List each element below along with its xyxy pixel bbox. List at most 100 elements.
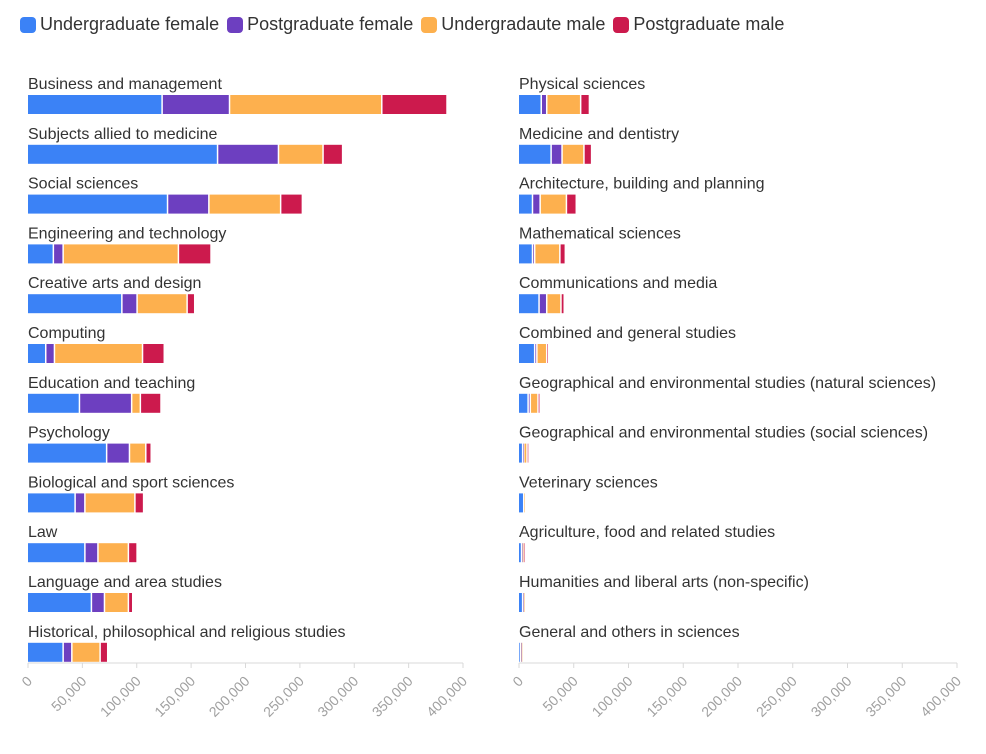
bar-general-and-others-in-sciences-undergraduate-female[interactable] [519,642,520,662]
bar-communications-and-media-postgraduate-female[interactable] [539,294,546,314]
bar-combined-and-general-studies-undergradaute-male[interactable] [537,344,546,363]
bar-geographical-and-environmental-studies-social-sciences-undergraduate-female[interactable] [519,443,522,463]
bar-law-undergraduate-female[interactable] [28,543,85,563]
bar-law-undergradaute-male[interactable] [98,543,128,563]
bar-general-and-others-in-sciences-postgraduate-female[interactable] [521,642,522,662]
bar-psychology-undergraduate-female[interactable] [28,443,106,463]
bar-social-sciences-undergraduate-female[interactable] [28,194,167,214]
bar-geographical-and-environmental-studies-natural-sciences-undergraduate-female[interactable] [519,393,528,413]
bar-mathematical-sciences-undergraduate-female[interactable] [519,244,532,264]
bar-subjects-allied-to-medicine-undergradaute-male[interactable] [279,144,323,164]
x-tick-label-left-2: 100,000 [97,673,144,720]
bar-social-sciences-postgraduate-male[interactable] [281,194,302,214]
bar-social-sciences-undergradaute-male[interactable] [209,194,280,214]
bar-geographical-and-environmental-studies-social-sciences-postgraduate-male[interactable] [527,443,529,463]
bar-communications-and-media-postgraduate-male[interactable] [561,294,564,314]
bar-education-and-teaching-postgraduate-female[interactable] [80,393,131,413]
category-label-mathematical-sciences: Mathematical sciences [519,225,681,242]
bar-biological-and-sport-sciences-postgraduate-male[interactable] [135,493,143,513]
bar-computing-postgraduate-female[interactable] [46,344,54,363]
bar-general-and-others-in-sciences-undergradaute-male[interactable] [521,642,523,662]
bar-communications-and-media-undergradaute-male[interactable] [547,294,561,314]
bar-historical-philosophical-and-religious-studies-postgraduate-male[interactable] [100,642,107,662]
bar-creative-arts-and-design-undergraduate-female[interactable] [28,294,122,314]
bar-engineering-and-technology-undergraduate-female[interactable] [28,244,53,264]
bar-medicine-and-dentistry-undergraduate-female[interactable] [519,144,551,164]
bar-language-and-area-studies-undergradaute-male[interactable] [105,593,128,612]
bar-subjects-allied-to-medicine-undergraduate-female[interactable] [28,144,217,164]
bar-education-and-teaching-postgraduate-male[interactable] [141,393,161,413]
bar-creative-arts-and-design-undergradaute-male[interactable] [137,294,187,314]
bar-biological-and-sport-sciences-postgraduate-female[interactable] [75,493,85,513]
bar-medicine-and-dentistry-postgraduate-female[interactable] [551,144,562,164]
bar-humanities-and-liberal-arts-non-specific-undergraduate-female[interactable] [519,593,522,612]
bar-psychology-postgraduate-female[interactable] [107,443,129,463]
category-label-biological-and-sport-sciences: Biological and sport sciences [28,474,234,491]
bar-agriculture-food-and-related-studies-undergraduate-female[interactable] [519,543,521,563]
bar-physical-sciences-postgraduate-male[interactable] [581,95,589,114]
bar-geographical-and-environmental-studies-social-sciences-postgraduate-female[interactable] [523,443,524,463]
bar-architecture-building-and-planning-undergraduate-female[interactable] [519,194,532,214]
bar-mathematical-sciences-postgraduate-male[interactable] [560,244,565,264]
bar-geographical-and-environmental-studies-natural-sciences-postgraduate-male[interactable] [538,393,540,413]
bar-creative-arts-and-design-postgraduate-male[interactable] [187,294,194,314]
bar-creative-arts-and-design-postgraduate-female[interactable] [122,294,137,314]
bar-business-and-management-postgraduate-male[interactable] [382,95,447,114]
bar-business-and-management-undergraduate-female[interactable] [28,95,162,114]
bar-biological-and-sport-sciences-undergraduate-female[interactable] [28,493,75,513]
bar-computing-undergradaute-male[interactable] [55,344,142,363]
bar-subjects-allied-to-medicine-postgraduate-male[interactable] [323,144,342,164]
bar-engineering-and-technology-undergradaute-male[interactable] [63,244,178,264]
bar-agriculture-food-and-related-studies-postgraduate-male[interactable] [523,543,525,563]
bar-combined-and-general-studies-postgraduate-female[interactable] [535,344,537,363]
bar-geographical-and-environmental-studies-social-sciences-undergradaute-male[interactable] [524,443,527,463]
legend-item-undergraduate-male[interactable]: Undergradaute male [421,14,605,35]
bar-computing-postgraduate-male[interactable] [143,344,164,363]
legend-item-undergraduate-female[interactable]: Undergraduate female [20,14,219,35]
legend-item-postgraduate-male[interactable]: Postgraduate male [613,14,784,35]
bar-language-and-area-studies-postgraduate-female[interactable] [92,593,104,612]
bar-humanities-and-liberal-arts-non-specific-postgraduate-female[interactable] [523,593,524,612]
bar-social-sciences-postgraduate-female[interactable] [168,194,209,214]
bar-law-postgraduate-male[interactable] [129,543,137,563]
bar-education-and-teaching-undergradaute-male[interactable] [132,393,140,413]
bar-language-and-area-studies-postgraduate-male[interactable] [129,593,132,612]
bar-business-and-management-postgraduate-female[interactable] [162,95,229,114]
bar-law-postgraduate-female[interactable] [85,543,98,563]
bar-physical-sciences-undergradaute-male[interactable] [547,95,580,114]
bar-medicine-and-dentistry-undergradaute-male[interactable] [562,144,584,164]
bar-historical-philosophical-and-religious-studies-undergraduate-female[interactable] [28,642,63,662]
bar-biological-and-sport-sciences-undergradaute-male[interactable] [85,493,135,513]
bar-computing-undergraduate-female[interactable] [28,344,45,363]
bar-psychology-undergradaute-male[interactable] [130,443,146,463]
bar-geographical-and-environmental-studies-natural-sciences-undergradaute-male[interactable] [531,393,538,413]
bar-medicine-and-dentistry-postgraduate-male[interactable] [584,144,591,164]
bar-mathematical-sciences-postgraduate-female[interactable] [533,244,534,264]
bar-historical-philosophical-and-religious-studies-undergradaute-male[interactable] [72,642,100,662]
bar-business-and-management-undergradaute-male[interactable] [230,95,382,114]
bar-agriculture-food-and-related-studies-postgraduate-female[interactable] [522,543,523,563]
bar-historical-philosophical-and-religious-studies-postgraduate-female[interactable] [63,642,72,662]
bar-agriculture-food-and-related-studies-undergradaute-male[interactable] [522,543,524,563]
bar-architecture-building-and-planning-postgraduate-female[interactable] [533,194,540,214]
bar-veterinary-sciences-undergradaute-male[interactable] [524,493,525,513]
bar-education-and-teaching-undergraduate-female[interactable] [28,393,79,413]
bar-engineering-and-technology-postgraduate-male[interactable] [179,244,211,264]
bar-architecture-building-and-planning-postgraduate-male[interactable] [567,194,576,214]
bar-architecture-building-and-planning-undergradaute-male[interactable] [540,194,566,214]
bar-engineering-and-technology-postgraduate-female[interactable] [54,244,63,264]
bar-combined-and-general-studies-undergraduate-female[interactable] [519,344,534,363]
bar-psychology-postgraduate-male[interactable] [146,443,151,463]
bar-geographical-and-environmental-studies-natural-sciences-postgraduate-female[interactable] [528,393,530,413]
bar-subjects-allied-to-medicine-postgraduate-female[interactable] [218,144,278,164]
bar-communications-and-media-undergraduate-female[interactable] [519,294,539,314]
bar-combined-and-general-studies-postgraduate-male[interactable] [547,344,548,363]
legend-item-postgraduate-female[interactable]: Postgraduate female [227,14,413,35]
bar-physical-sciences-postgraduate-female[interactable] [541,95,546,114]
bar-mathematical-sciences-undergradaute-male[interactable] [535,244,560,264]
bar-humanities-and-liberal-arts-non-specific-undergradaute-male[interactable] [523,593,525,612]
bar-language-and-area-studies-undergraduate-female[interactable] [28,593,91,612]
bar-physical-sciences-undergraduate-female[interactable] [519,95,541,114]
x-tick-label-right-3: 150,000 [643,673,690,720]
bar-veterinary-sciences-undergraduate-female[interactable] [519,493,523,513]
